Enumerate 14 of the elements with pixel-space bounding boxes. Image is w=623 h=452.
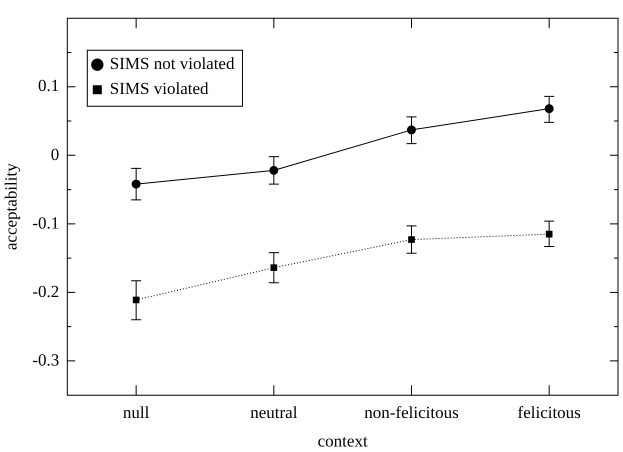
y-tick-label: -0.2: [32, 282, 60, 301]
y-tick-label: 0: [50, 144, 60, 164]
legend-label: SIMS violated: [110, 79, 210, 98]
x-tick-label: null: [122, 402, 150, 422]
x-tick-label: felicitous: [518, 402, 581, 422]
y-tick-label: 0.1: [38, 76, 60, 96]
point: [408, 236, 415, 243]
x-axis-title: context: [318, 431, 368, 450]
y-tick-label: -0.3: [32, 350, 60, 370]
legend-label: SIMS not violated: [110, 54, 235, 74]
x-tick-label: neutral: [250, 402, 298, 422]
y-tick-label: -0.1: [32, 213, 60, 232]
y-axis-title: acceptability: [2, 162, 21, 250]
x-tick-label: non-felicitous: [364, 402, 459, 422]
